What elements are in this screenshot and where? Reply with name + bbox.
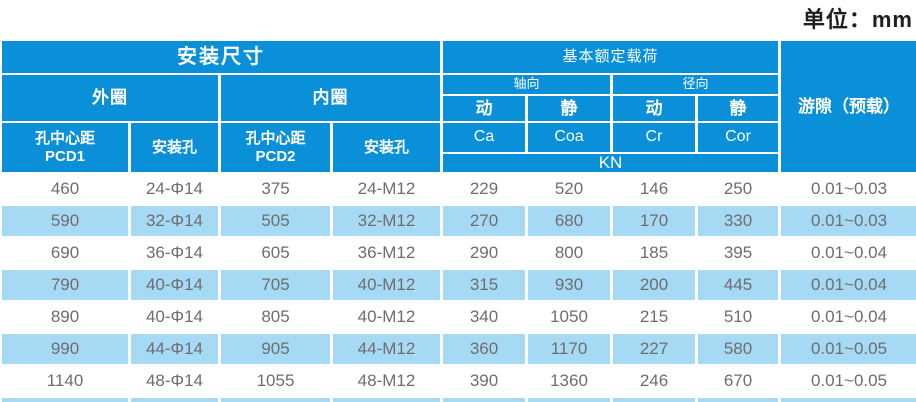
header-inner-ring: 内圈 [221,75,440,121]
table-cell: 200 [613,270,695,300]
table-cell: 32-Φ14 [131,206,218,236]
table-cell: 395 [698,238,778,268]
table-cell: 0.01~0.05 [781,334,916,364]
header-axial-dynamic: 动 [443,96,525,121]
table-cell: 1360 [528,366,610,396]
header-pcd2: 孔中心距 PCD2 [221,123,330,172]
table-cell: 246 [613,366,695,396]
table-cell: 590 [2,206,128,236]
header-cr: Cr [613,123,695,152]
header-axial-static: 静 [528,96,610,121]
header-install-dims: 安装尺寸 [2,41,440,73]
table-cell: 505 [221,206,330,236]
table-cell: 40-Φ14 [131,302,218,332]
table-cell: 44-Φ14 [131,334,218,364]
table-cell: 445 [698,270,778,300]
table-cell: 390 [443,366,525,396]
table-cell: 890 [2,302,128,332]
table-cell: 690 [2,238,128,268]
table-cell-stub [2,398,128,402]
header-axial: 轴向 [443,75,610,94]
header-pcd1: 孔中心距 PCD1 [2,123,128,172]
unit-label: 单位：mm [802,7,913,32]
table-cell: 40-M12 [333,270,440,300]
header-unit-kn: KN [443,153,778,172]
table-cell: 990 [2,334,128,364]
header-mount-hole-outer: 安装孔 [131,123,218,172]
table-cell: 0.01~0.04 [781,270,916,300]
table-cell: 0.01~0.03 [781,174,916,204]
spec-table: 安装尺寸 基本额定载荷 游隙（预载） 外圈 内圈 轴向 径向 动 静 动 静 孔… [2,41,916,402]
table-cell: 0.01~0.04 [781,238,916,268]
table-cell: 605 [221,238,330,268]
table-cell: 40-M12 [333,302,440,332]
table-cell-stub [333,398,440,402]
table-cell: 340 [443,302,525,332]
table-cell: 24-Φ14 [131,174,218,204]
table-cell: 1055 [221,366,330,396]
header-clearance: 游隙（预载） [781,41,916,172]
table-cell: 680 [528,206,610,236]
header-mount-hole-inner: 安装孔 [333,123,440,172]
table-cell: 805 [221,302,330,332]
table-cell: 1140 [2,366,128,396]
table-cell: 1050 [528,302,610,332]
table-cell: 24-M12 [333,174,440,204]
table-cell-stub [613,398,695,402]
table-cell: 330 [698,206,778,236]
header-ca: Ca [443,123,525,152]
table-cell: 270 [443,206,525,236]
header-coa: Coa [528,123,610,152]
table-cell: 520 [528,174,610,204]
table-cell: 790 [2,270,128,300]
table-cell-stub [221,398,330,402]
header-basic-load: 基本额定载荷 [443,41,778,73]
table-cell-stub [698,398,778,402]
table-cell-stub [443,398,525,402]
table-cell: 800 [528,238,610,268]
table-cell: 215 [613,302,695,332]
table-cell: 290 [443,238,525,268]
table-cell: 227 [613,334,695,364]
table-cell: 1170 [528,334,610,364]
table-cell: 44-M12 [333,334,440,364]
table-cell: 0.01~0.05 [781,366,916,396]
table-cell: 32-M12 [333,206,440,236]
table-cell: 48-M12 [333,366,440,396]
table-cell: 705 [221,270,330,300]
table-cell: 48-Φ14 [131,366,218,396]
table-cell: 170 [613,206,695,236]
table-cell-stub [781,398,916,402]
table-cell: 375 [221,174,330,204]
table-cell: 315 [443,270,525,300]
header-radial: 径向 [613,75,778,94]
header-radial-dynamic: 动 [613,96,695,121]
table-cell: 905 [221,334,330,364]
table-cell: 250 [698,174,778,204]
table-cell: 580 [698,334,778,364]
header-outer-ring: 外圈 [2,75,218,121]
table-cell: 0.01~0.04 [781,302,916,332]
table-cell-stub [131,398,218,402]
table-cell: 40-Φ14 [131,270,218,300]
table-cell: 36-Φ14 [131,238,218,268]
table-cell: 185 [613,238,695,268]
table-cell: 930 [528,270,610,300]
table-cell: 0.01~0.03 [781,206,916,236]
table-cell-stub [528,398,610,402]
table-cell: 229 [443,174,525,204]
header-cor: Cor [698,123,778,152]
table-cell: 460 [2,174,128,204]
table-cell: 36-M12 [333,238,440,268]
table-cell: 146 [613,174,695,204]
table-cell: 510 [698,302,778,332]
header-radial-static: 静 [698,96,778,121]
table-cell: 360 [443,334,525,364]
table-cell: 670 [698,366,778,396]
